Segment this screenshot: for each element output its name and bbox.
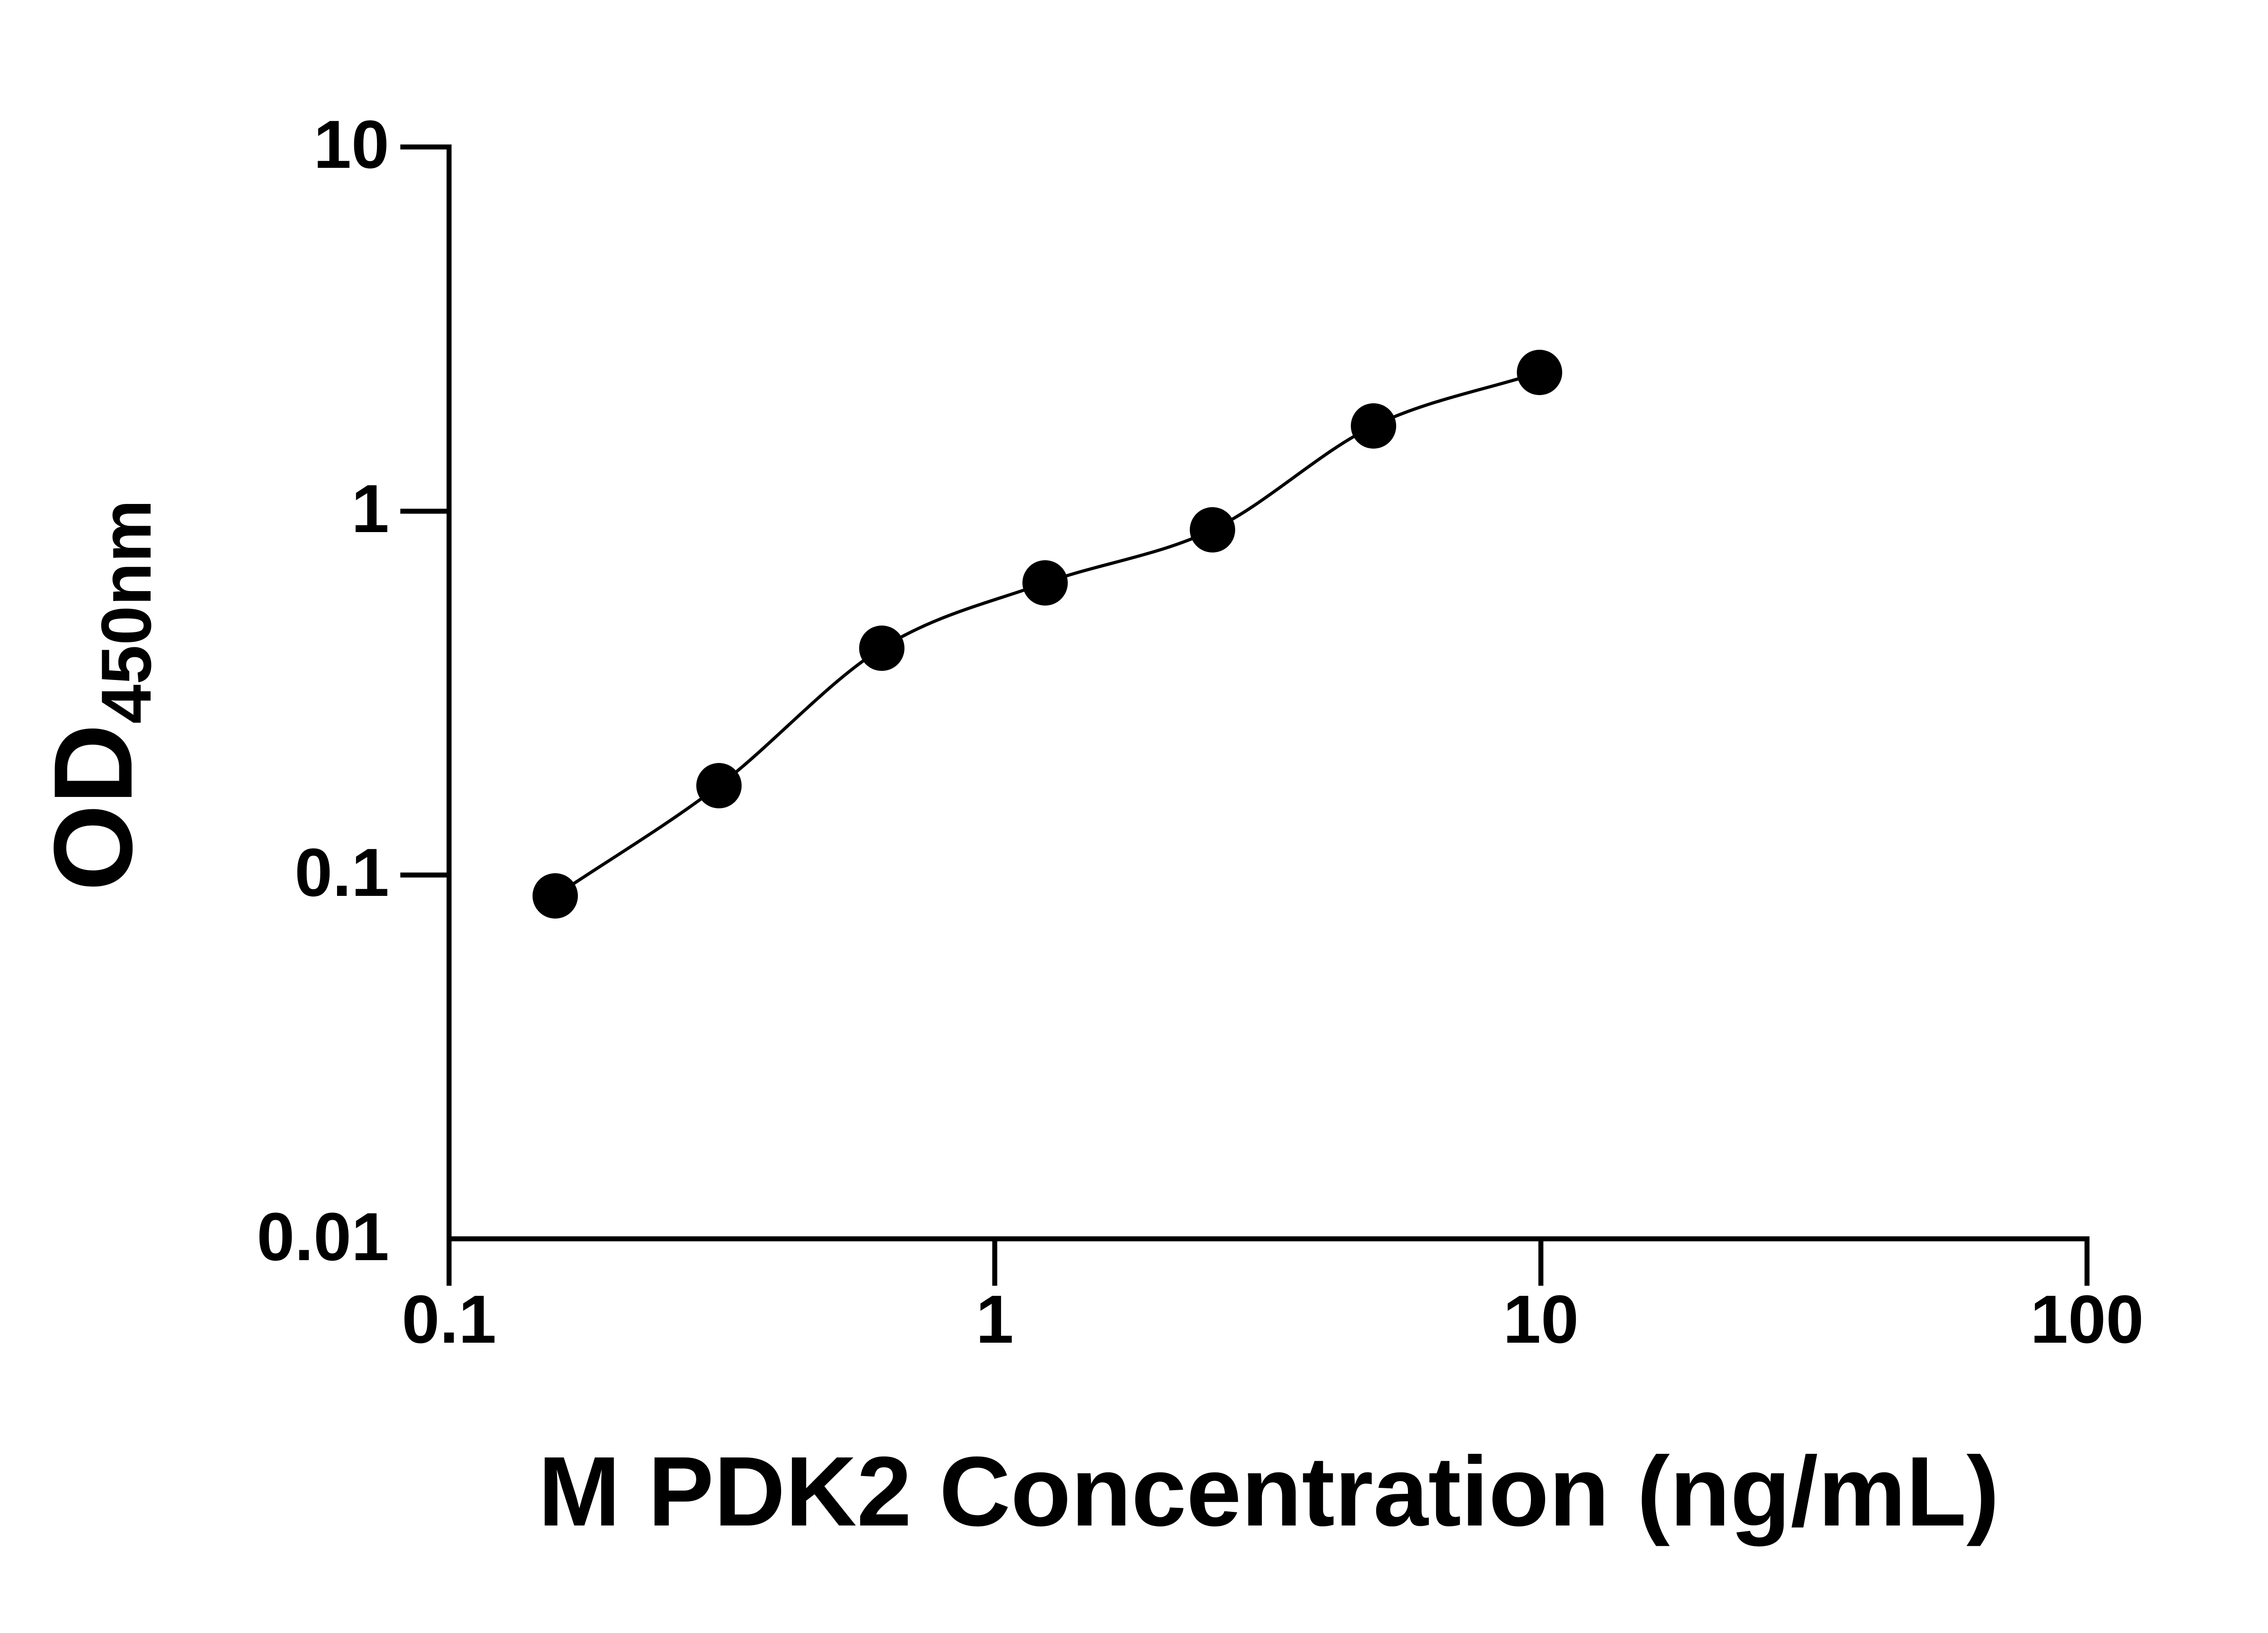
svg-text:100: 100	[2030, 1281, 2144, 1357]
svg-text:10: 10	[1503, 1281, 1579, 1357]
svg-text:0.1: 0.1	[402, 1281, 497, 1357]
svg-text:M PDK2 Concentration (ng/mL): M PDK2 Concentration (ng/mL)	[538, 1437, 1999, 1547]
svg-text:0.01: 0.01	[257, 1198, 389, 1275]
svg-text:OD450nm: OD450nm	[31, 499, 166, 891]
svg-text:1: 1	[976, 1281, 1013, 1357]
svg-text:10: 10	[313, 106, 389, 182]
svg-text:0.1: 0.1	[294, 834, 389, 910]
svg-text:1: 1	[352, 470, 389, 547]
